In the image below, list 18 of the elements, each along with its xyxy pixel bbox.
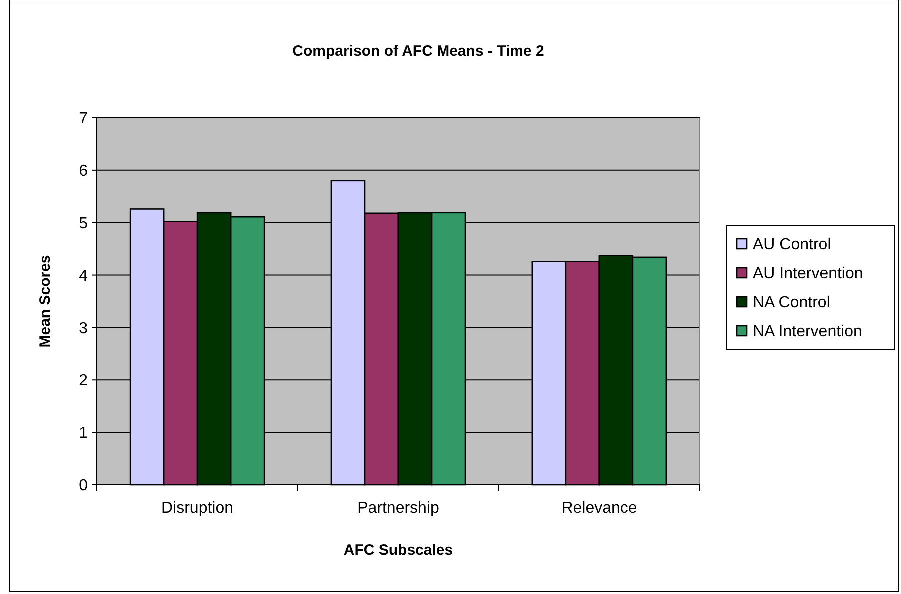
legend-label: AU Intervention <box>753 266 864 283</box>
y-tick-label: 7 <box>79 110 88 128</box>
y-axis-title: Mean Scores <box>37 255 54 348</box>
y-tick-label: 4 <box>79 268 88 285</box>
legend-label: AU Control <box>753 236 832 254</box>
x-tick-label: Disruption <box>161 500 234 517</box>
x-tick-label: Relevance <box>562 500 638 517</box>
y-tick-label: 3 <box>79 320 88 338</box>
legend-label: NA Intervention <box>753 324 862 341</box>
y-tick-label: 6 <box>79 163 88 180</box>
y-tick-label: 0 <box>79 478 88 495</box>
x-tick-label: Partnership <box>358 500 440 517</box>
chart-title: Comparison of AFC Means - Time 2 <box>292 43 544 60</box>
x-axis-title: AFC Subscales <box>344 542 454 559</box>
y-tick-label: 1 <box>79 425 88 442</box>
legend-label: NA Control <box>753 294 830 312</box>
y-tick-label: 2 <box>79 372 88 390</box>
y-tick-label: 5 <box>79 215 88 232</box>
